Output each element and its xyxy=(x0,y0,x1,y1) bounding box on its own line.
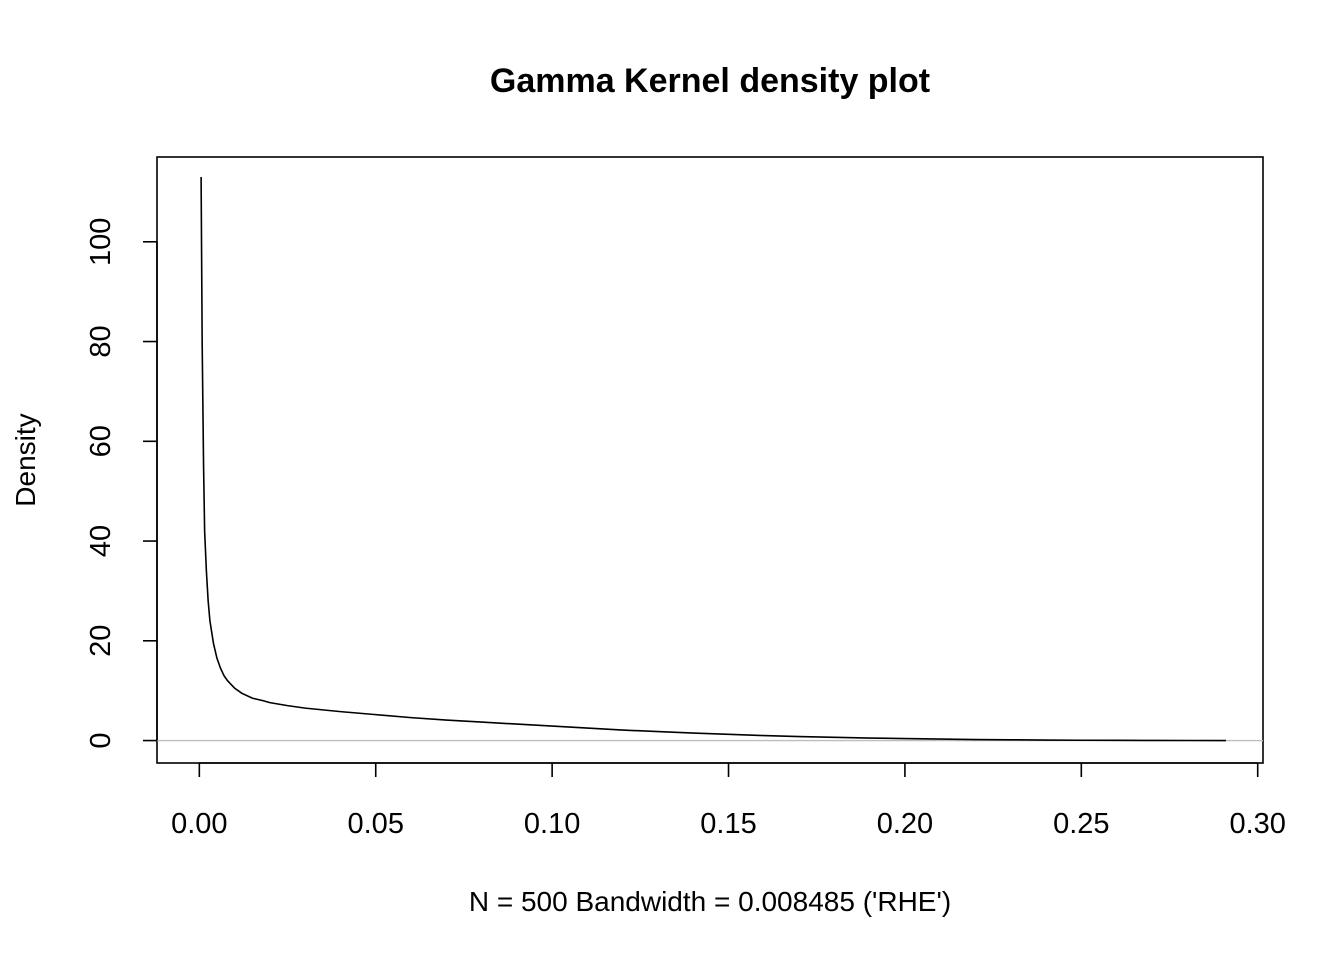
density-curve xyxy=(200,176,1226,742)
x-tick-label: 0.05 xyxy=(348,808,404,840)
x-tick-label: 0.25 xyxy=(1053,808,1109,840)
chart-title: Gamma Kernel density plot xyxy=(490,62,930,100)
plot-frame xyxy=(156,156,1264,764)
x-tick-label: 0.20 xyxy=(877,808,933,840)
y-axis: 0 20 40 60 80 100 xyxy=(85,218,158,749)
y-tick-label: 40 xyxy=(85,525,117,557)
x-tick-label: 0.15 xyxy=(700,808,756,840)
y-tick-label: 80 xyxy=(85,325,117,357)
y-tick-label: 60 xyxy=(85,425,117,457)
x-axis: 0.00 0.05 0.10 0.15 0.20 0.25 0.30 xyxy=(171,762,1286,840)
y-tick-label: 20 xyxy=(85,625,117,657)
y-axis-label: Density xyxy=(10,413,41,506)
y-tick-label: 0 xyxy=(85,732,117,748)
x-tick-label: 0.00 xyxy=(171,808,227,840)
y-tick-label: 100 xyxy=(85,218,117,266)
x-tick-label: 0.10 xyxy=(524,808,580,840)
x-axis-label: N = 500 Bandwidth = 0.008485 ('RHE') xyxy=(469,886,951,917)
x-tick-label: 0.30 xyxy=(1229,808,1285,840)
